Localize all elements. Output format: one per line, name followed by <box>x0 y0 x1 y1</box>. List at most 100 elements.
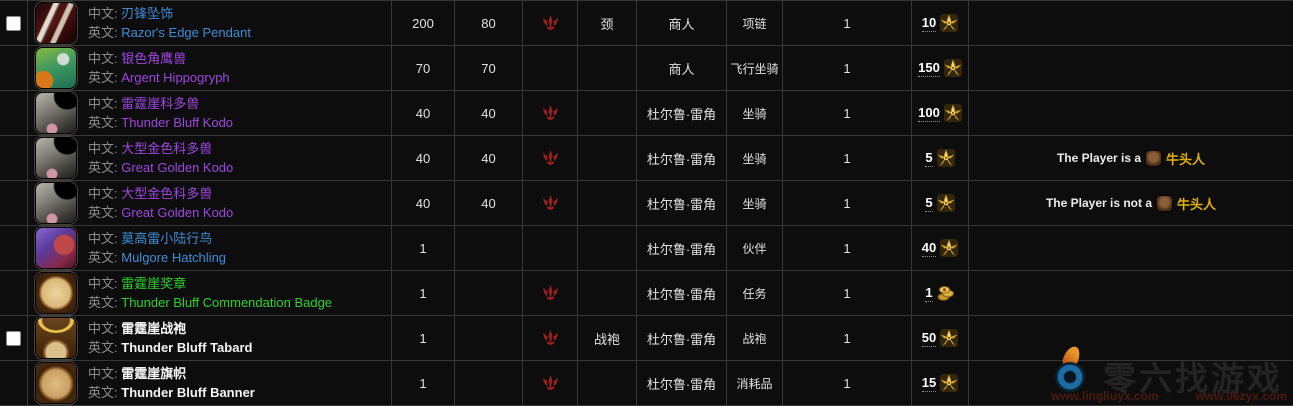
item-name-en[interactable]: Thunder Bluff Banner <box>121 385 255 400</box>
cost-value-1: 40 <box>392 181 455 226</box>
row-select-cell <box>0 91 28 136</box>
row-checkbox[interactable] <box>6 330 21 346</box>
price-value[interactable]: 50 <box>921 329 937 347</box>
cost-value-1: 1 <box>392 226 455 271</box>
source-cell: 杜尔鲁·雷角 <box>637 136 727 181</box>
item-icon[interactable] <box>36 138 76 178</box>
cn-label: 中文: <box>88 141 118 156</box>
price-value[interactable]: 40 <box>921 239 937 257</box>
item-name-cn[interactable]: 雷霆崖科多兽 <box>121 96 200 111</box>
price-value[interactable]: 150 <box>918 59 940 77</box>
item-name-cn[interactable]: 雷霆崖旗帜 <box>121 366 187 381</box>
item-icon[interactable] <box>36 273 76 313</box>
note-cell <box>969 46 1293 91</box>
item-icon[interactable] <box>36 183 76 223</box>
type-cell: 战袍 <box>727 316 783 361</box>
item-icon[interactable] <box>36 363 76 403</box>
price-cell: 5 <box>912 136 969 181</box>
item-icon[interactable] <box>36 3 76 43</box>
price-value[interactable]: 10 <box>921 14 937 32</box>
row-select-cell <box>0 271 28 316</box>
item-name-cn[interactable]: 莫高雷小陆行鸟 <box>121 231 213 246</box>
faction-cell <box>523 316 578 361</box>
cost-value-1: 200 <box>392 1 455 46</box>
item-name-cn[interactable]: 银色角鹰兽 <box>121 51 187 66</box>
item-name-cn[interactable]: 雷霆崖奖章 <box>121 276 187 291</box>
cost-value-2 <box>455 226 523 271</box>
en-label: 英文: <box>88 25 118 40</box>
faction-cell <box>523 46 578 91</box>
item-name-en[interactable]: Great Golden Kodo <box>121 205 234 220</box>
faction-cell <box>523 226 578 271</box>
price-cell: 5 <box>912 181 969 226</box>
price-value[interactable]: 100 <box>918 104 940 122</box>
item-name-en[interactable]: Mulgore Hatchling <box>121 250 227 265</box>
item-icon[interactable] <box>36 318 76 358</box>
slot-cell: 战袍 <box>578 316 637 361</box>
item-cell: 中文: 雷霆崖科多兽 英文: Thunder Bluff Kodo <box>28 91 392 136</box>
item-name-en[interactable]: Thunder Bluff Commendation Badge <box>121 295 333 310</box>
item-name-en[interactable]: Great Golden Kodo <box>121 160 234 175</box>
cost-value-2 <box>455 316 523 361</box>
race-link[interactable]: 牛头人 <box>1166 151 1206 167</box>
cost-value-2 <box>455 271 523 316</box>
race-link[interactable]: 牛头人 <box>1177 196 1217 212</box>
type-cell: 坐骑 <box>727 91 783 136</box>
faction-cell <box>523 181 578 226</box>
type-cell: 伙伴 <box>727 226 783 271</box>
item-name-cn[interactable]: 大型金色科多兽 <box>121 186 213 201</box>
type-cell: 任务 <box>727 271 783 316</box>
note-text: The Player is a <box>1056 151 1142 165</box>
faction-cell <box>523 136 578 181</box>
tauren-race-icon <box>1157 195 1173 211</box>
item-cell: 中文: 银色角鹰兽 英文: Argent Hippogryph <box>28 46 392 91</box>
item-name-cn[interactable]: 大型金色科多兽 <box>121 141 213 156</box>
tauren-race-icon <box>1146 150 1162 166</box>
cn-label: 中文: <box>88 6 118 21</box>
cost-value-1: 1 <box>392 316 455 361</box>
type-cell: 坐骑 <box>727 136 783 181</box>
horde-icon <box>542 14 558 30</box>
row-select-cell <box>0 316 28 361</box>
item-cell: 中文: 雷霆崖奖章 英文: Thunder Bluff Commendation… <box>28 271 392 316</box>
quantity-cell: 1 <box>783 46 912 91</box>
faction-cell <box>523 1 578 46</box>
item-name-en[interactable]: Thunder Bluff Kodo <box>121 115 234 130</box>
price-cell: 150 <box>912 46 969 91</box>
item-name-en[interactable]: Argent Hippogryph <box>121 70 230 85</box>
price-value[interactable]: 1 <box>925 284 933 302</box>
item-cell: 中文: 刃锋坠饰 英文: Razor's Edge Pendant <box>28 1 392 46</box>
item-icon[interactable] <box>36 93 76 133</box>
cn-label: 中文: <box>88 51 118 66</box>
source-cell: 商人 <box>637 1 727 46</box>
row-checkbox[interactable] <box>6 15 21 31</box>
item-name-en[interactable]: Razor's Edge Pendant <box>121 25 251 40</box>
en-label: 英文: <box>88 70 118 85</box>
cn-label: 中文: <box>88 321 118 336</box>
price-value[interactable]: 5 <box>925 194 933 212</box>
item-cell: 中文: 大型金色科多兽 英文: Great Golden Kodo <box>28 136 392 181</box>
en-label: 英文: <box>88 115 118 130</box>
price-value[interactable]: 15 <box>921 374 937 392</box>
item-icon[interactable] <box>36 48 76 88</box>
quantity-cell: 1 <box>783 316 912 361</box>
item-name-en[interactable]: Thunder Bluff Tabard <box>121 340 253 355</box>
cn-label: 中文: <box>88 231 118 246</box>
seal-currency-icon <box>940 14 959 32</box>
en-label: 英文: <box>88 250 118 265</box>
item-name-cn[interactable]: 刃锋坠饰 <box>121 6 174 21</box>
item-icon[interactable] <box>36 228 76 268</box>
source-cell: 杜尔鲁·雷角 <box>637 226 727 271</box>
price-value[interactable]: 5 <box>925 149 933 167</box>
cost-value-2: 40 <box>455 136 523 181</box>
quantity-cell: 1 <box>783 361 912 406</box>
horde-icon <box>542 284 558 300</box>
note-cell <box>969 1 1293 46</box>
seal-currency-icon <box>936 194 955 212</box>
note-cell <box>969 316 1293 361</box>
note-cell <box>969 271 1293 316</box>
item-name-cn[interactable]: 雷霆崖战袍 <box>121 321 187 336</box>
cost-value-1: 70 <box>392 46 455 91</box>
